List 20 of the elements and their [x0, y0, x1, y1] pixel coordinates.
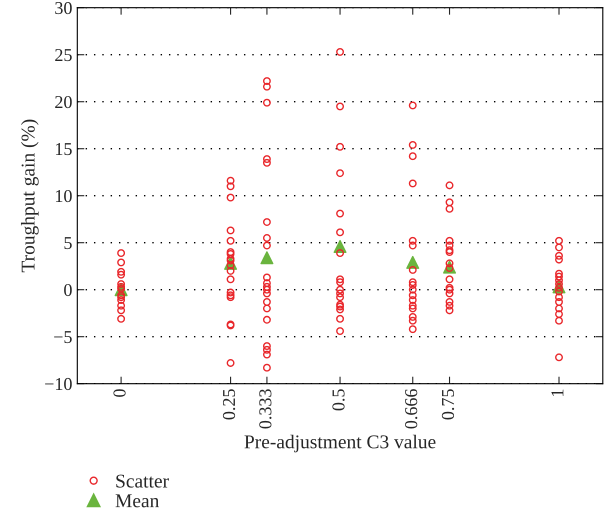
y-tick-label: −10 [45, 378, 72, 390]
x-tick-label: 0.5 [332, 389, 345, 410]
x-tick-label: 1 [551, 390, 564, 396]
y-tick-label: 5 [64, 237, 72, 250]
x-tick-label: 0 [113, 389, 126, 397]
y-tick-label: 0 [64, 284, 72, 296]
y-tick-label: 30 [55, 2, 72, 14]
y-tick-label: 10 [56, 190, 72, 202]
legend-label: Mean [116, 494, 160, 508]
x-tick-label: 0.75 [442, 389, 454, 420]
x-tick-label: 0.25 [222, 389, 236, 420]
x-axis-title: Pre-adjustment C3 value [244, 434, 436, 452]
y-tick-label: 25 [55, 49, 72, 62]
y-axis-title: Troughput gain (%) [20, 120, 39, 272]
y-tick-label: 20 [55, 96, 72, 108]
y-tick-label: −5 [54, 331, 72, 344]
x-tick-label: 0.333 [259, 389, 272, 428]
x-tick-label: 0.666 [405, 389, 418, 428]
legend-label: Scatter [116, 474, 169, 488]
y-tick-label: 15 [56, 143, 72, 156]
